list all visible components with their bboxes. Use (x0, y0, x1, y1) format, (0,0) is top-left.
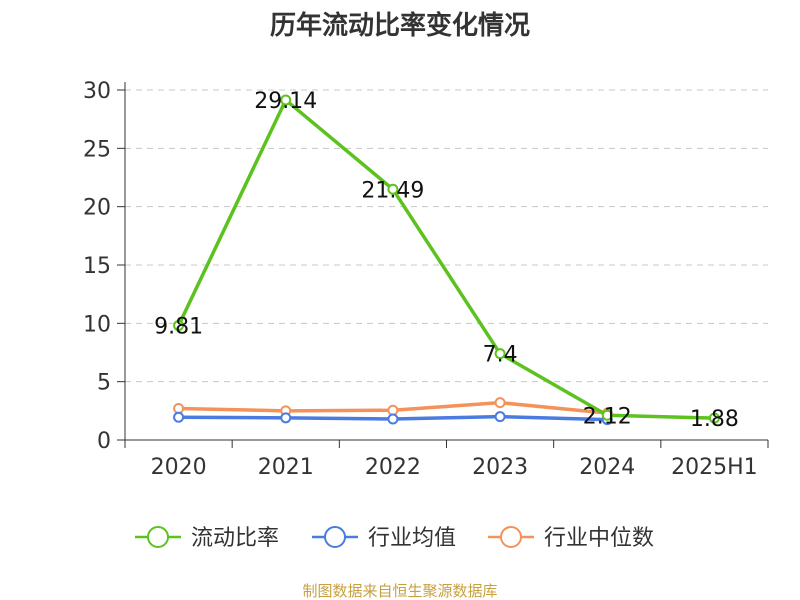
legend: 流动比率 行业均值 行业中位数 (135, 526, 654, 551)
data-point (280, 94, 292, 106)
data-point (280, 412, 292, 424)
data-point (387, 183, 399, 195)
y-tick-label: 10 (83, 312, 111, 337)
x-tick-label: 2021 (258, 455, 314, 480)
x-tick-label: 2024 (579, 455, 635, 480)
y-tick-label: 30 (83, 79, 111, 104)
legend-label: 流动比率 (191, 526, 279, 551)
data-point (173, 403, 185, 414)
data-point (387, 404, 399, 416)
data-label: 21.49 (361, 178, 424, 203)
data-point (708, 412, 720, 424)
x-tick-label: 2025H1 (671, 455, 758, 480)
axis-layer: 0 5 10 15 20 25 30 2020 2021 2022 2023 2024 2025H1 (83, 79, 769, 480)
legend-swatch-marker (147, 526, 169, 548)
y-tick-label: 5 (97, 371, 111, 396)
data-point (494, 348, 506, 360)
x-tick-label: 2023 (472, 455, 528, 480)
data-label-layer: 9.81 29.14 21.49 7.4 2.12 1.88 (154, 89, 739, 432)
data-point (494, 411, 506, 423)
grid-layer (125, 89, 768, 383)
legend-swatch-marker (324, 526, 346, 548)
legend-item: 行业均值 (312, 526, 456, 551)
series-line (177, 98, 715, 420)
y-tick-label: 25 (83, 137, 111, 162)
data-point (494, 397, 506, 409)
data-label: 7.4 (483, 343, 518, 368)
legend-swatch-marker (500, 526, 522, 548)
legend-item: 流动比率 (135, 526, 279, 551)
legend-item: 行业中位数 (488, 526, 654, 551)
data-label: 9.81 (154, 315, 203, 340)
data-label: 2.12 (583, 404, 632, 429)
x-tick-label: 2020 (151, 455, 207, 480)
data-label: 1.88 (690, 407, 739, 432)
series-layer (173, 94, 720, 426)
x-tick-label: 2022 (365, 455, 421, 480)
y-tick-label: 0 (97, 429, 111, 454)
y-tick-label: 20 (83, 196, 111, 221)
data-point (601, 409, 613, 421)
chart-title: 历年流动比率变化情况 (270, 10, 530, 41)
source-note: 制图数据来自恒生聚源数据库 (302, 582, 497, 600)
legend-label: 行业中位数 (544, 526, 654, 551)
data-point (387, 413, 399, 425)
data-point (173, 411, 185, 423)
data-point (173, 320, 185, 332)
legend-label: 行业均值 (368, 526, 456, 551)
y-tick-label: 15 (83, 254, 111, 279)
data-label: 29.14 (254, 89, 317, 114)
